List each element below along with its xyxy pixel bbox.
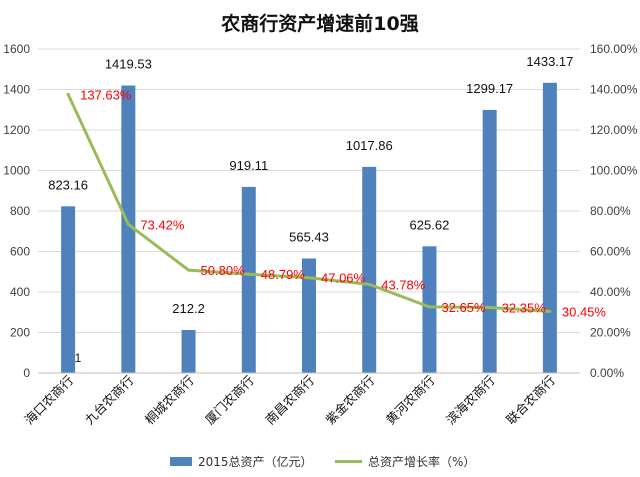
bar-value-label: 565.43 bbox=[289, 230, 329, 245]
line-point bbox=[187, 268, 191, 272]
bar bbox=[482, 109, 497, 373]
legend-label-line: 总资产增长率（%） bbox=[368, 454, 475, 469]
y-tick-label: 1000 bbox=[3, 164, 30, 178]
bar-value-label: 919.11 bbox=[229, 158, 268, 173]
y-tick-label: 1600 bbox=[3, 42, 30, 56]
y2-tick-label: 20.00% bbox=[590, 326, 631, 340]
bar-value-label: 1017.86 bbox=[346, 138, 393, 153]
bar-value-label: 1433.17 bbox=[526, 54, 573, 69]
bar-value-label: 1299.17 bbox=[466, 81, 513, 96]
line-point bbox=[367, 282, 371, 286]
line-point bbox=[427, 305, 431, 309]
growth-rate-label: 137.63% bbox=[80, 87, 132, 102]
y2-tick-label: 120.00% bbox=[590, 123, 638, 137]
bar-value-label: 823.16 bbox=[48, 177, 88, 192]
bar-value-label: 625.62 bbox=[410, 217, 450, 232]
bar bbox=[241, 186, 256, 373]
growth-rate-label: 30.45% bbox=[562, 304, 607, 319]
category-label: 滨海农商行 bbox=[443, 373, 498, 428]
y2-tick-label: 40.00% bbox=[590, 285, 631, 299]
annotation-text: 1 bbox=[75, 351, 82, 365]
growth-rate-label: 47.06% bbox=[321, 271, 366, 286]
growth-rate-label: 48.79% bbox=[261, 267, 306, 282]
y2-tick-label: 80.00% bbox=[590, 204, 631, 218]
bar bbox=[362, 166, 377, 373]
bar bbox=[61, 206, 76, 373]
growth-rate-label: 32.65% bbox=[441, 300, 486, 315]
line-point bbox=[247, 272, 251, 276]
y2-tick-label: 0.00% bbox=[590, 366, 624, 380]
y2-tick-label: 140.00% bbox=[590, 83, 638, 97]
line-point bbox=[488, 305, 492, 309]
bar bbox=[542, 82, 557, 373]
category-label: 海口农商行 bbox=[21, 373, 76, 428]
bar-value-label: 1419.53 bbox=[105, 57, 152, 72]
category-label: 南昌农商行 bbox=[262, 373, 317, 428]
y-tick-label: 200 bbox=[10, 326, 30, 340]
legend-label-bar: 2015总资产（亿元） bbox=[198, 454, 313, 469]
y2-tick-label: 100.00% bbox=[590, 164, 638, 178]
growth-rate-label: 50.80% bbox=[201, 263, 246, 278]
y-tick-label: 600 bbox=[10, 245, 30, 259]
y-tick-label: 800 bbox=[10, 204, 30, 218]
y-tick-label: 400 bbox=[10, 285, 30, 299]
legend: 2015总资产（亿元） 总资产增长率（%） bbox=[170, 454, 475, 469]
y-tick-label: 1200 bbox=[3, 123, 30, 137]
legend-swatch-bar bbox=[170, 457, 192, 466]
y2-tick-label: 160.00% bbox=[590, 42, 638, 56]
line-point bbox=[548, 309, 552, 313]
growth-rate-label: 73.42% bbox=[140, 217, 185, 232]
category-label: 厦门农商行 bbox=[202, 373, 257, 428]
chart-title: 农商行资产增速前10强 bbox=[220, 12, 418, 35]
line-point bbox=[66, 92, 70, 96]
y-tick-label: 1400 bbox=[3, 83, 30, 97]
category-label: 联合农商行 bbox=[503, 373, 558, 428]
growth-rate-label: 32.35% bbox=[502, 300, 547, 315]
bar bbox=[181, 330, 196, 373]
line-series bbox=[66, 92, 552, 313]
category-label: 黄河农商行 bbox=[383, 373, 438, 428]
bar bbox=[302, 258, 316, 373]
data-labels: 823.16 1419.53 212.2 919.11 565.43 1017.86 625… bbox=[48, 54, 606, 365]
line-point bbox=[126, 222, 130, 226]
y2-tick-label: 60.00% bbox=[590, 245, 631, 259]
bar-series bbox=[61, 82, 557, 374]
y-tick-label: 0 bbox=[23, 366, 30, 380]
bar-value-label: 212.2 bbox=[172, 301, 205, 316]
category-label: 桐城农商行 bbox=[142, 373, 197, 428]
bar bbox=[121, 85, 136, 374]
line-point bbox=[307, 276, 311, 280]
growth-rate-label: 43.78% bbox=[381, 277, 426, 292]
bar bbox=[422, 246, 437, 373]
category-label: 九台农商行 bbox=[82, 373, 137, 428]
category-label: 紫金农商行 bbox=[323, 373, 378, 428]
